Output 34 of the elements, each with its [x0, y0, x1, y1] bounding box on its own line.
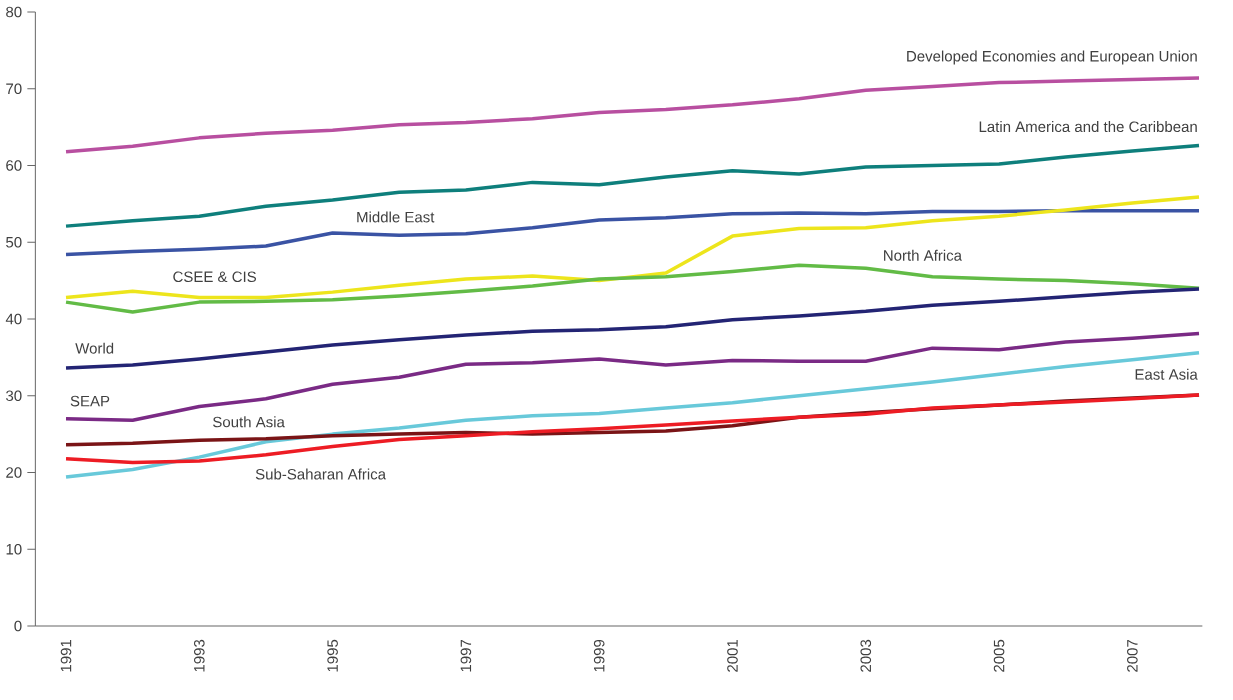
x-tick-label: 1993	[193, 639, 205, 672]
line-series	[64, 195, 1201, 300]
series-label: World	[75, 342, 114, 354]
y-tick-label: 70	[6, 83, 22, 95]
y-tick-label: 20	[6, 467, 22, 478]
x-tick-label: 2001	[727, 639, 738, 672]
series-label: SEAP	[70, 395, 110, 407]
series-label: CSEE & CIS	[173, 271, 257, 283]
line-series	[64, 263, 1201, 314]
y-tick-label: 10	[6, 543, 22, 555]
x-tick-label: 2007	[1127, 639, 1138, 672]
x-tick-label: 1991	[60, 639, 72, 672]
x-tick-label: 2005	[993, 639, 1005, 672]
series-label: Latin America and the Caribbean	[979, 121, 1197, 133]
series-label: Developed Economies and European Union	[907, 50, 1197, 65]
y-tick-label: 80	[6, 6, 22, 18]
series-label: South Asia	[213, 416, 285, 428]
series-label: Sub-Saharan Africa	[255, 468, 387, 480]
line-series	[64, 76, 1201, 154]
y-tick-label: 40	[5, 313, 22, 325]
y-tick-label: 60	[6, 160, 22, 171]
line-series	[64, 287, 1201, 370]
x-tick-label: 1999	[593, 639, 605, 672]
y-tick-label: 30	[6, 390, 22, 402]
series-label: North Africa	[884, 249, 962, 261]
line-series	[64, 143, 1201, 228]
series-label: Middle East	[357, 211, 435, 223]
x-tick-label: 1995	[327, 639, 338, 672]
y-tick-label: 50	[6, 236, 22, 248]
series-label: East Asia	[1135, 368, 1198, 380]
x-tick-label: 2003	[860, 639, 872, 672]
line-series	[64, 393, 1201, 465]
x-tick-label: 1997	[460, 639, 472, 672]
y-tick-label: 0	[14, 620, 22, 632]
